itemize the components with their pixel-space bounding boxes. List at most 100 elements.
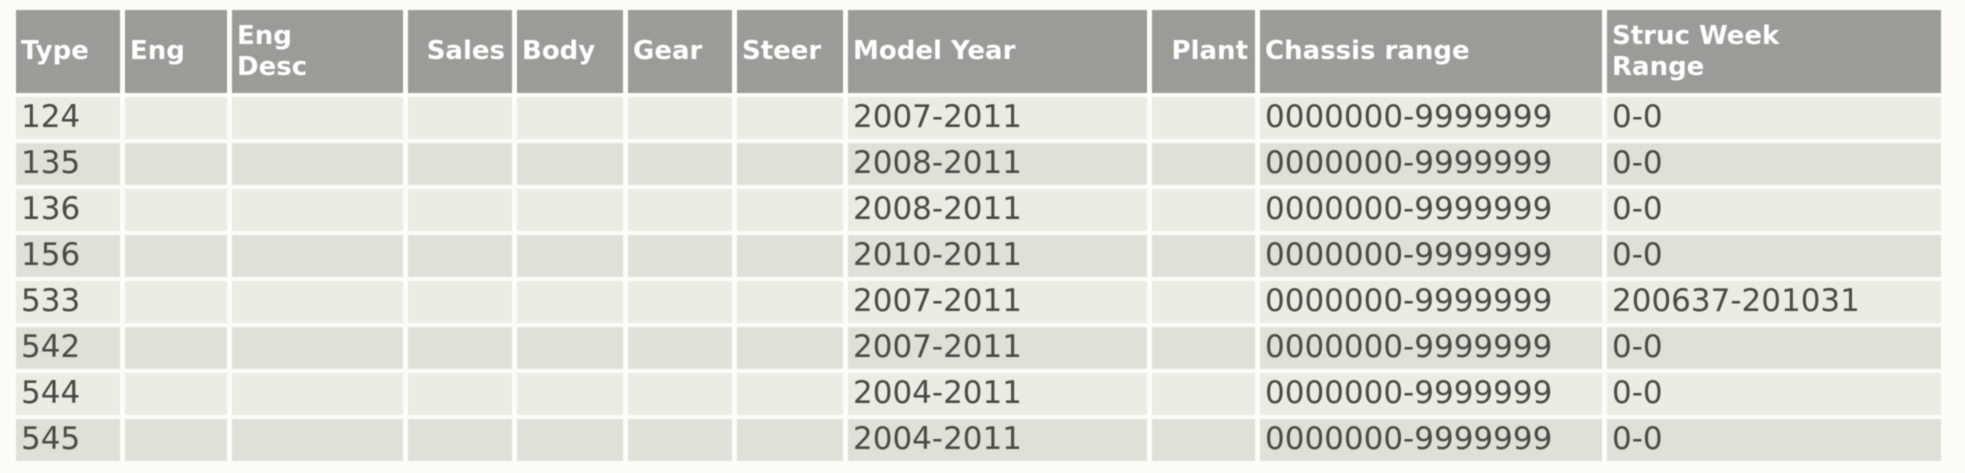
cell-body	[517, 419, 623, 461]
vehicle-config-table: Type Eng Eng Desc Sales Body Gear Steer Model Y…	[11, 6, 1946, 465]
col-header-struc_week_range[interactable]: Struc Week Range	[1607, 10, 1941, 93]
cell-struc_week_range: 0-0	[1607, 97, 1941, 139]
cell-plant	[1152, 189, 1255, 231]
cell-eng_desc	[232, 419, 403, 461]
cell-model_year: 2004-2011	[848, 373, 1147, 415]
cell-struc_week_range: 0-0	[1607, 189, 1941, 231]
cell-steer	[737, 235, 843, 277]
cell-steer	[737, 281, 843, 323]
cell-plant	[1152, 373, 1255, 415]
table-row[interactable]: 156 2010-2011 0000000-9999999 0-0	[16, 235, 1941, 277]
cell-sales	[408, 419, 512, 461]
cell-body	[517, 97, 623, 139]
cell-eng	[125, 373, 227, 415]
cell-eng	[125, 327, 227, 369]
cell-body	[517, 143, 623, 185]
col-header-plant[interactable]: Plant	[1152, 10, 1255, 93]
cell-plant	[1152, 327, 1255, 369]
table-row[interactable]: 135 2008-2011 0000000-9999999 0-0	[16, 143, 1941, 185]
cell-sales	[408, 327, 512, 369]
cell-eng	[125, 235, 227, 277]
cell-type: 544	[16, 373, 120, 415]
cell-gear	[628, 373, 732, 415]
cell-plant	[1152, 143, 1255, 185]
cell-sales	[408, 143, 512, 185]
col-header-body[interactable]: Body	[517, 10, 623, 93]
col-header-eng[interactable]: Eng	[125, 10, 227, 93]
cell-gear	[628, 97, 732, 139]
cell-model_year: 2010-2011	[848, 235, 1147, 277]
cell-eng	[125, 97, 227, 139]
cell-type: 542	[16, 327, 120, 369]
cell-gear	[628, 419, 732, 461]
cell-body	[517, 327, 623, 369]
cell-struc_week_range: 0-0	[1607, 327, 1941, 369]
cell-gear	[628, 327, 732, 369]
cell-eng	[125, 189, 227, 231]
col-header-steer[interactable]: Steer	[737, 10, 843, 93]
cell-chassis_range: 0000000-9999999	[1260, 327, 1602, 369]
cell-gear	[628, 235, 732, 277]
cell-eng_desc	[232, 189, 403, 231]
cell-plant	[1152, 419, 1255, 461]
table-body: 124 2007-2011 0000000-9999999 0-0 135 2008-20…	[16, 97, 1941, 461]
cell-eng_desc	[232, 143, 403, 185]
cell-chassis_range: 0000000-9999999	[1260, 143, 1602, 185]
cell-steer	[737, 143, 843, 185]
cell-chassis_range: 0000000-9999999	[1260, 419, 1602, 461]
cell-eng_desc	[232, 235, 403, 277]
cell-struc_week_range: 0-0	[1607, 143, 1941, 185]
cell-model_year: 2007-2011	[848, 97, 1147, 139]
cell-model_year: 2008-2011	[848, 143, 1147, 185]
cell-gear	[628, 189, 732, 231]
cell-plant	[1152, 97, 1255, 139]
cell-eng_desc	[232, 327, 403, 369]
table-row[interactable]: 542 2007-2011 0000000-9999999 0-0	[16, 327, 1941, 369]
cell-plant	[1152, 235, 1255, 277]
cell-gear	[628, 281, 732, 323]
cell-eng	[125, 419, 227, 461]
cell-chassis_range: 0000000-9999999	[1260, 97, 1602, 139]
cell-body	[517, 373, 623, 415]
cell-sales	[408, 373, 512, 415]
cell-sales	[408, 281, 512, 323]
cell-sales	[408, 189, 512, 231]
col-header-model_year[interactable]: Model Year	[848, 10, 1147, 93]
cell-eng_desc	[232, 281, 403, 323]
cell-body	[517, 235, 623, 277]
cell-eng	[125, 281, 227, 323]
cell-model_year: 2007-2011	[848, 281, 1147, 323]
cell-struc_week_range: 200637-201031	[1607, 281, 1941, 323]
cell-body	[517, 281, 623, 323]
cell-chassis_range: 0000000-9999999	[1260, 281, 1602, 323]
header-row: Type Eng Eng Desc Sales Body Gear Steer Model Y…	[16, 10, 1941, 93]
col-header-sales[interactable]: Sales	[408, 10, 512, 93]
table-row[interactable]: 124 2007-2011 0000000-9999999 0-0	[16, 97, 1941, 139]
col-header-type[interactable]: Type	[16, 10, 120, 93]
cell-model_year: 2007-2011	[848, 327, 1147, 369]
table-row[interactable]: 533 2007-2011 0000000-9999999 200637-201031	[16, 281, 1941, 323]
cell-chassis_range: 0000000-9999999	[1260, 189, 1602, 231]
cell-steer	[737, 189, 843, 231]
table-row[interactable]: 545 2004-2011 0000000-9999999 0-0	[16, 419, 1941, 461]
cell-steer	[737, 373, 843, 415]
table-row[interactable]: 136 2008-2011 0000000-9999999 0-0	[16, 189, 1941, 231]
col-header-chassis_range[interactable]: Chassis range	[1260, 10, 1602, 93]
cell-type: 545	[16, 419, 120, 461]
col-header-gear[interactable]: Gear	[628, 10, 732, 93]
col-header-eng_desc[interactable]: Eng Desc	[232, 10, 403, 93]
cell-sales	[408, 97, 512, 139]
cell-struc_week_range: 0-0	[1607, 235, 1941, 277]
cell-model_year: 2008-2011	[848, 189, 1147, 231]
cell-steer	[737, 97, 843, 139]
cell-type: 156	[16, 235, 120, 277]
cell-eng	[125, 143, 227, 185]
table-row[interactable]: 544 2004-2011 0000000-9999999 0-0	[16, 373, 1941, 415]
cell-eng_desc	[232, 373, 403, 415]
cell-gear	[628, 143, 732, 185]
cell-chassis_range: 0000000-9999999	[1260, 373, 1602, 415]
cell-type: 533	[16, 281, 120, 323]
cell-steer	[737, 419, 843, 461]
cell-type: 136	[16, 189, 120, 231]
cell-body	[517, 189, 623, 231]
